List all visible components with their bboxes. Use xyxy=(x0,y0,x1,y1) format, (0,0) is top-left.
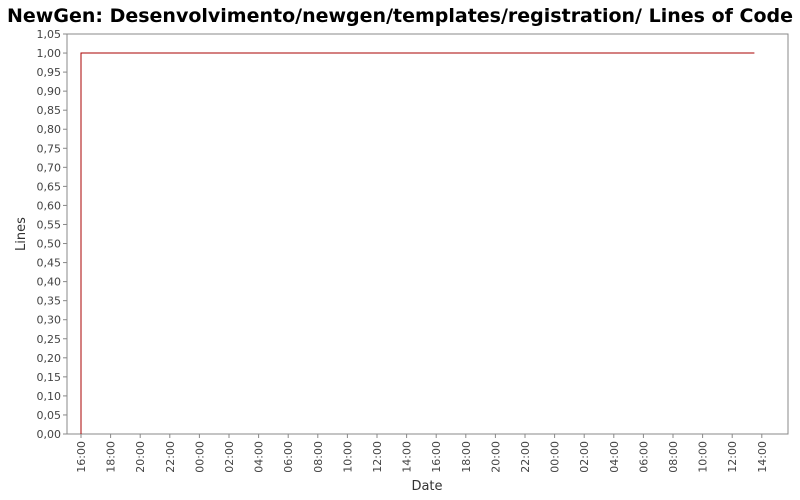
y-tick-label: 0,25 xyxy=(37,333,62,346)
x-tick-label: 12:00 xyxy=(726,441,739,473)
x-tick-label: 10:00 xyxy=(697,441,710,473)
y-axis-label: Lines xyxy=(14,217,29,251)
x-tick-label: 06:00 xyxy=(637,441,650,473)
plot-area xyxy=(66,33,789,435)
x-tick-label: 22:00 xyxy=(164,441,177,473)
y-tick-label: 0,85 xyxy=(37,104,62,117)
y-tick-label: 1,05 xyxy=(37,28,62,41)
y-tick-label: 0,00 xyxy=(37,428,62,441)
y-tick-label: 0,40 xyxy=(37,276,62,289)
x-tick-label: 18:00 xyxy=(460,441,473,473)
y-tick-label: 0,20 xyxy=(37,352,62,365)
y-tick-label: 0,60 xyxy=(37,199,62,212)
y-tick-label: 0,90 xyxy=(37,85,62,98)
y-tick-label: 0,80 xyxy=(37,123,62,136)
series-layer xyxy=(80,52,755,434)
y-tick-label: 0,05 xyxy=(37,409,62,422)
x-tick-label: 06:00 xyxy=(282,441,295,473)
chart-title: NewGen: Desenvolvimento/newgen/templates… xyxy=(7,5,793,27)
y-tick-label: 0,65 xyxy=(37,180,62,193)
x-tick-label: 04:00 xyxy=(608,441,621,473)
y-tick-label: 0,50 xyxy=(37,238,62,251)
x-tick-label: 20:00 xyxy=(489,441,502,473)
y-tick-label: 0,35 xyxy=(37,295,62,308)
x-axis: 16:00 18:00 20:00 22:00 00:00 02:00 04:00 06:00… xyxy=(75,434,769,473)
x-tick-label: 00:00 xyxy=(193,441,206,473)
x-tick-label: 00:00 xyxy=(549,441,562,473)
y-tick-label: 0,55 xyxy=(37,218,62,231)
x-tick-label: 10:00 xyxy=(341,441,354,473)
x-tick-label: 02:00 xyxy=(223,441,236,473)
x-tick-label: 02:00 xyxy=(578,441,591,473)
x-tick-label: 08:00 xyxy=(312,441,325,473)
x-tick-label: 04:00 xyxy=(253,441,266,473)
series-line xyxy=(80,52,755,434)
y-tick-label: 0,15 xyxy=(37,371,62,384)
x-axis-label: Date xyxy=(411,479,442,494)
x-tick-label: 12:00 xyxy=(371,441,384,473)
y-axis: 0,00 0,05 0,10 0,15 0,20 0,25 0,30 0,35 0,40 0,45… xyxy=(37,28,67,441)
y-tick-label: 0,10 xyxy=(37,390,62,403)
y-tick-label: 0,30 xyxy=(37,314,62,327)
y-tick-label: 0,70 xyxy=(37,161,62,174)
x-tick-label: 18:00 xyxy=(105,441,118,473)
y-tick-label: 0,75 xyxy=(37,142,62,155)
x-tick-label: 16:00 xyxy=(430,441,443,473)
x-tick-label: 14:00 xyxy=(401,441,414,473)
x-tick-label: 16:00 xyxy=(75,441,88,473)
x-tick-label: 14:00 xyxy=(756,441,769,473)
x-tick-label: 20:00 xyxy=(134,441,147,473)
y-tick-label: 1,00 xyxy=(37,47,62,60)
x-tick-label: 08:00 xyxy=(667,441,680,473)
x-tick-label: 22:00 xyxy=(519,441,532,473)
y-tick-label: 0,45 xyxy=(37,257,62,270)
y-tick-label: 0,95 xyxy=(37,66,62,79)
